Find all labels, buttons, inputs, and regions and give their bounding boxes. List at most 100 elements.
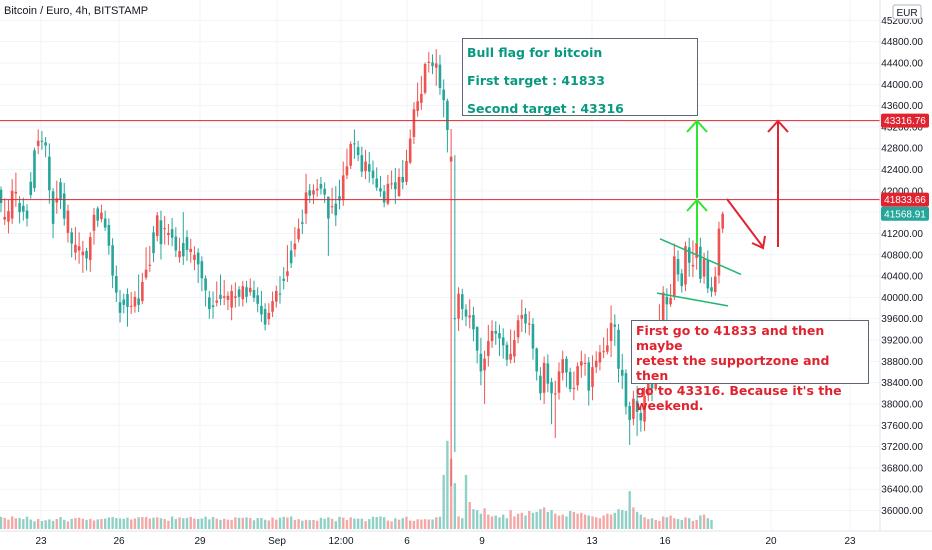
volume-bar xyxy=(293,520,297,529)
volume-bar xyxy=(81,518,85,529)
x-tick-label: 26 xyxy=(113,536,125,547)
currency-box[interactable] xyxy=(892,4,922,20)
candle xyxy=(349,143,352,166)
volume-bar xyxy=(178,517,181,529)
volume-bar xyxy=(591,516,594,529)
volume-bar xyxy=(301,520,304,529)
red-arrow xyxy=(767,119,789,133)
candle xyxy=(360,155,364,172)
candle xyxy=(92,214,96,231)
candle xyxy=(152,232,155,254)
price-axis[interactable] xyxy=(880,0,932,550)
volume-bar xyxy=(583,514,587,529)
candle xyxy=(327,196,330,219)
volume-bar xyxy=(89,518,92,529)
volume-bar xyxy=(405,516,408,529)
volume-bar xyxy=(96,519,99,529)
candle xyxy=(535,348,538,372)
candle xyxy=(234,296,237,298)
candle xyxy=(449,156,453,162)
candle xyxy=(632,398,635,419)
volume-bar xyxy=(438,516,442,529)
candle xyxy=(81,251,85,256)
volume-bar xyxy=(557,515,561,529)
volume-bar xyxy=(375,517,378,529)
volume-bar xyxy=(345,520,349,529)
volume-bar xyxy=(650,518,654,529)
volume-bar xyxy=(371,516,375,529)
volume-bar xyxy=(397,519,401,529)
candle xyxy=(219,294,222,299)
candle xyxy=(635,400,639,412)
volume-bar xyxy=(479,513,483,529)
volume-bar xyxy=(394,518,397,529)
volume-bar xyxy=(118,518,122,529)
volume-bar xyxy=(368,519,371,529)
candle xyxy=(576,366,579,386)
volume-bar xyxy=(18,518,21,529)
y-tick-label: 42400.00 xyxy=(881,165,923,176)
volume-bar xyxy=(319,517,323,529)
volume-bar xyxy=(535,511,538,529)
volume-bar xyxy=(330,518,334,529)
x-tick-label: 16 xyxy=(659,536,671,547)
y-tick-label: 38800.00 xyxy=(881,357,923,368)
candle xyxy=(25,210,29,219)
candle xyxy=(18,203,21,213)
x-tick-label: 23 xyxy=(844,536,856,547)
candle xyxy=(338,196,341,201)
note-second-target: Second target : 43316 xyxy=(467,101,624,116)
flag-lower-line xyxy=(656,292,729,307)
candle xyxy=(51,191,55,224)
candle xyxy=(550,382,553,394)
candle xyxy=(490,330,494,342)
candle xyxy=(174,236,178,251)
candle xyxy=(286,271,289,277)
volume-bar xyxy=(420,519,423,529)
volume-bar xyxy=(211,517,215,529)
volume-bar xyxy=(353,518,356,529)
candle xyxy=(353,143,356,145)
volume-bar xyxy=(167,520,170,529)
volume-bar xyxy=(189,516,192,529)
candle xyxy=(341,175,345,200)
note-first-target: First target : 41833 xyxy=(467,73,605,88)
volume-bar xyxy=(185,517,189,529)
volume-bar xyxy=(200,518,204,529)
volume-bar xyxy=(401,518,404,529)
red-down-arrow xyxy=(751,235,766,250)
candle xyxy=(583,362,587,364)
bull-flag-note[interactable]: Bull flag for bitcoin First target : 418… xyxy=(462,38,698,116)
candle xyxy=(70,232,73,244)
candle xyxy=(297,228,300,240)
volume-bar xyxy=(691,520,695,529)
y-tick-label: 40000.00 xyxy=(881,293,923,304)
price-label-box xyxy=(881,192,929,207)
candle xyxy=(580,361,583,366)
volume-bar xyxy=(632,507,635,529)
candle xyxy=(0,189,3,204)
candle xyxy=(323,188,326,195)
candle xyxy=(416,101,419,111)
volume-bar xyxy=(669,515,672,529)
candle xyxy=(371,170,375,179)
volume-bar xyxy=(382,517,386,529)
plan-note[interactable]: First go to 41833 and then maybe retest … xyxy=(631,320,869,413)
volume-bar xyxy=(278,517,282,529)
candle xyxy=(88,237,92,261)
volume-bar xyxy=(531,512,535,529)
volume-bar xyxy=(509,510,512,529)
volume-bar xyxy=(654,520,657,529)
candle xyxy=(706,260,710,289)
candle xyxy=(40,140,44,142)
volume-bar xyxy=(502,514,505,529)
candle xyxy=(442,89,445,101)
candle xyxy=(345,166,349,176)
volume-bar xyxy=(66,521,70,529)
volume-bar xyxy=(77,517,81,529)
volume-bar xyxy=(356,518,360,529)
y-tick-label: 38400.00 xyxy=(881,378,923,389)
volume-bar xyxy=(487,514,490,529)
candle xyxy=(505,344,509,360)
